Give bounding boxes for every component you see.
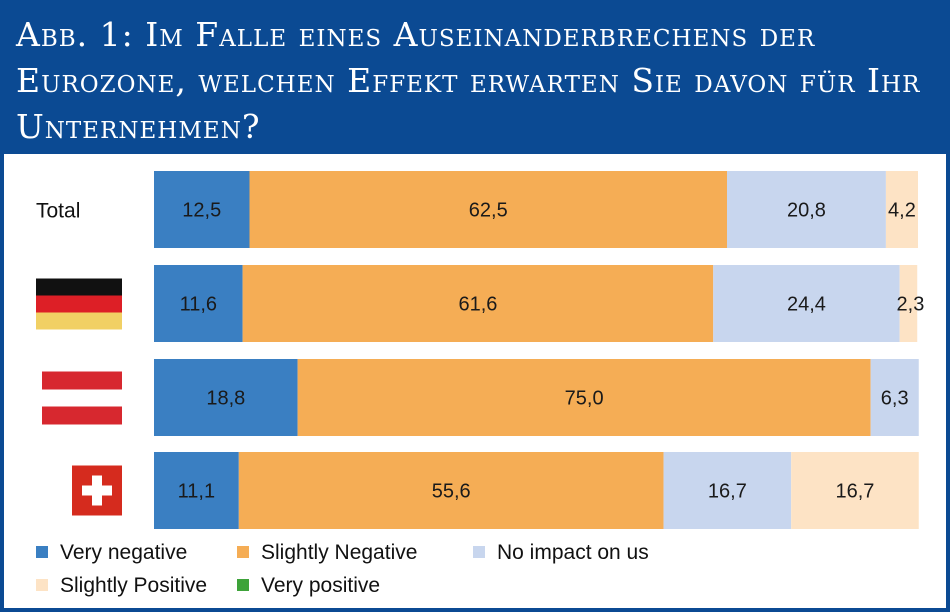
bar-segment-very-negative [154, 452, 239, 529]
legend-swatch [237, 546, 249, 558]
bar-row-switzerland: 11,1 55,6 16,7 16,7 [72, 452, 919, 529]
data-label: 61,6 [458, 294, 497, 316]
bar-row-total: Total 12,5 62,5 20,8 4,2 [36, 171, 918, 248]
bar-segment-slightly-negative [297, 359, 871, 436]
bar-segment-slightly-positive [899, 265, 918, 342]
bar-segment-very-negative [154, 265, 243, 342]
bar-segment-no-impact-on-us [870, 359, 919, 436]
legend-item: Slightly Negative [237, 541, 417, 564]
data-label: 16,7 [708, 481, 747, 503]
data-label: 11,6 [180, 294, 217, 316]
bar-segment-no-impact-on-us [713, 265, 900, 342]
switzerland-flag-icon [72, 465, 122, 516]
data-label: 6,3 [881, 388, 909, 410]
bar-segment-slightly-positive [791, 452, 919, 529]
legend-swatch [36, 579, 48, 591]
data-label: 4,2 [888, 200, 916, 222]
data-label: 2,3 [897, 294, 925, 316]
data-label: 18,8 [206, 388, 245, 410]
legend-swatch [473, 546, 485, 558]
austria-flag-icon [42, 371, 122, 425]
bar-segment-slightly-negative [249, 171, 727, 248]
chart-title: Abb. 1: Im Falle eines Auseinanderbreche… [16, 15, 921, 146]
data-label: 24,4 [787, 294, 826, 316]
category-label: Total [36, 200, 80, 223]
legend-item: Very positive [237, 574, 380, 597]
legend-swatch [36, 546, 48, 558]
bar-segment-slightly-negative [238, 452, 664, 529]
bar-segment-very-negative [154, 359, 298, 436]
legend-item: Very negative [36, 541, 187, 564]
bar-segment-slightly-negative [242, 265, 714, 342]
legend-item: No impact on us [473, 541, 649, 564]
data-label: 75,0 [565, 388, 604, 410]
bar-segment-no-impact-on-us [663, 452, 792, 529]
data-label: 55,6 [432, 481, 471, 503]
legend-label: Very positive [261, 574, 380, 597]
legend: Very negative Slightly Negative No impact … [36, 541, 649, 597]
bar-segment-very-negative [154, 171, 250, 248]
legend-swatch [237, 579, 249, 591]
legend-item: Slightly Positive [36, 574, 207, 597]
title-banner: Abb. 1: Im Falle eines Auseinanderbreche… [4, 4, 946, 154]
germany-flag-icon [36, 278, 122, 330]
bar-segment-no-impact-on-us [727, 171, 886, 248]
data-label: 20,8 [787, 200, 826, 222]
legend-label: Slightly Positive [60, 574, 207, 597]
data-label: 11,1 [178, 481, 215, 503]
legend-label: Slightly Negative [261, 541, 417, 564]
data-label: 16,7 [836, 481, 875, 503]
data-label: 62,5 [469, 200, 508, 222]
legend-label: Very negative [60, 541, 187, 564]
data-label: 12,5 [182, 200, 221, 222]
legend-label: No impact on us [497, 541, 649, 564]
bar-row-germany: 11,6 61,6 24,4 2,3 [36, 265, 924, 342]
bar-segment-slightly-positive [885, 171, 918, 248]
bar-row-austria: 18,8 75,0 6,3 [42, 359, 919, 436]
